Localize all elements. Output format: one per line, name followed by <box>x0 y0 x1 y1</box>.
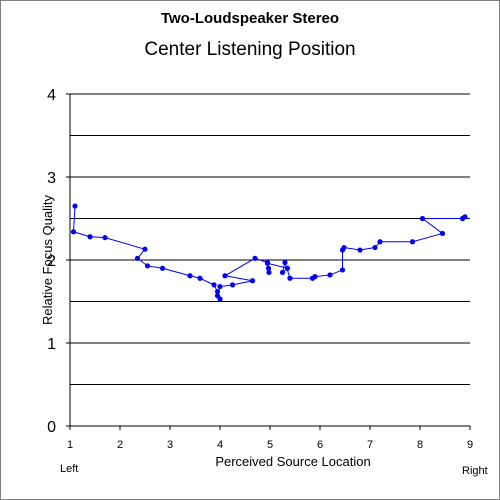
x-tick-label: 5 <box>267 439 273 451</box>
data-point <box>229 282 236 288</box>
data-point <box>264 260 271 266</box>
data-point <box>144 263 151 269</box>
data-point <box>72 203 78 209</box>
x-axis-label: Perceived Source Location <box>215 454 370 469</box>
x-tick-label: 1 <box>67 439 73 451</box>
data-point <box>142 246 148 252</box>
data-point <box>372 244 378 251</box>
data-point <box>327 272 333 278</box>
y-tick-label: 2 <box>47 253 56 270</box>
data-point <box>265 265 272 271</box>
y-tick-label: 0 <box>47 419 56 436</box>
data-point <box>249 278 256 284</box>
data-point <box>197 275 203 281</box>
x-tick-label: 7 <box>367 439 373 451</box>
x-tick-label: 6 <box>317 439 323 451</box>
series-line <box>72 206 466 300</box>
data-point <box>214 293 221 299</box>
y-tick-label: 3 <box>47 170 56 187</box>
y-axis-label: Relative Focus Quality <box>40 194 55 325</box>
x-end-label-left: Left <box>60 463 78 475</box>
x-end-label-right: Right <box>462 465 488 477</box>
data-point <box>70 229 77 235</box>
data-point <box>211 282 217 288</box>
y-tick-label: 4 <box>47 87 56 104</box>
data-point <box>217 283 223 290</box>
x-tick-label: 9 <box>467 439 473 451</box>
data-point <box>134 255 141 261</box>
data-point <box>87 234 93 240</box>
data-point <box>341 244 347 251</box>
data-point <box>287 275 293 281</box>
data-point <box>339 267 346 273</box>
data-point <box>312 274 318 280</box>
data-point <box>252 255 258 261</box>
data-point <box>409 239 416 245</box>
data-point <box>377 239 383 245</box>
data-point <box>357 247 363 253</box>
chart-subtitle: Center Listening Position <box>144 39 356 60</box>
data-point <box>187 273 193 279</box>
data-point <box>282 259 288 266</box>
data-point <box>222 273 228 279</box>
data-point <box>279 269 286 276</box>
data-point <box>102 234 108 241</box>
data-point <box>214 288 221 295</box>
chart-title: Two-Loudspeaker Stereo <box>160 10 340 27</box>
x-tick-label: 2 <box>117 439 123 451</box>
data-point <box>266 269 272 276</box>
data-point <box>462 214 468 220</box>
x-tick-label: 3 <box>167 439 173 451</box>
data-point <box>159 265 166 271</box>
data-point <box>284 265 291 271</box>
data-point <box>439 230 446 237</box>
y-tick-label: 1 <box>47 336 56 353</box>
x-tick-label: 4 <box>217 439 223 451</box>
x-tick-label: 8 <box>417 439 423 451</box>
data-point <box>419 215 426 222</box>
